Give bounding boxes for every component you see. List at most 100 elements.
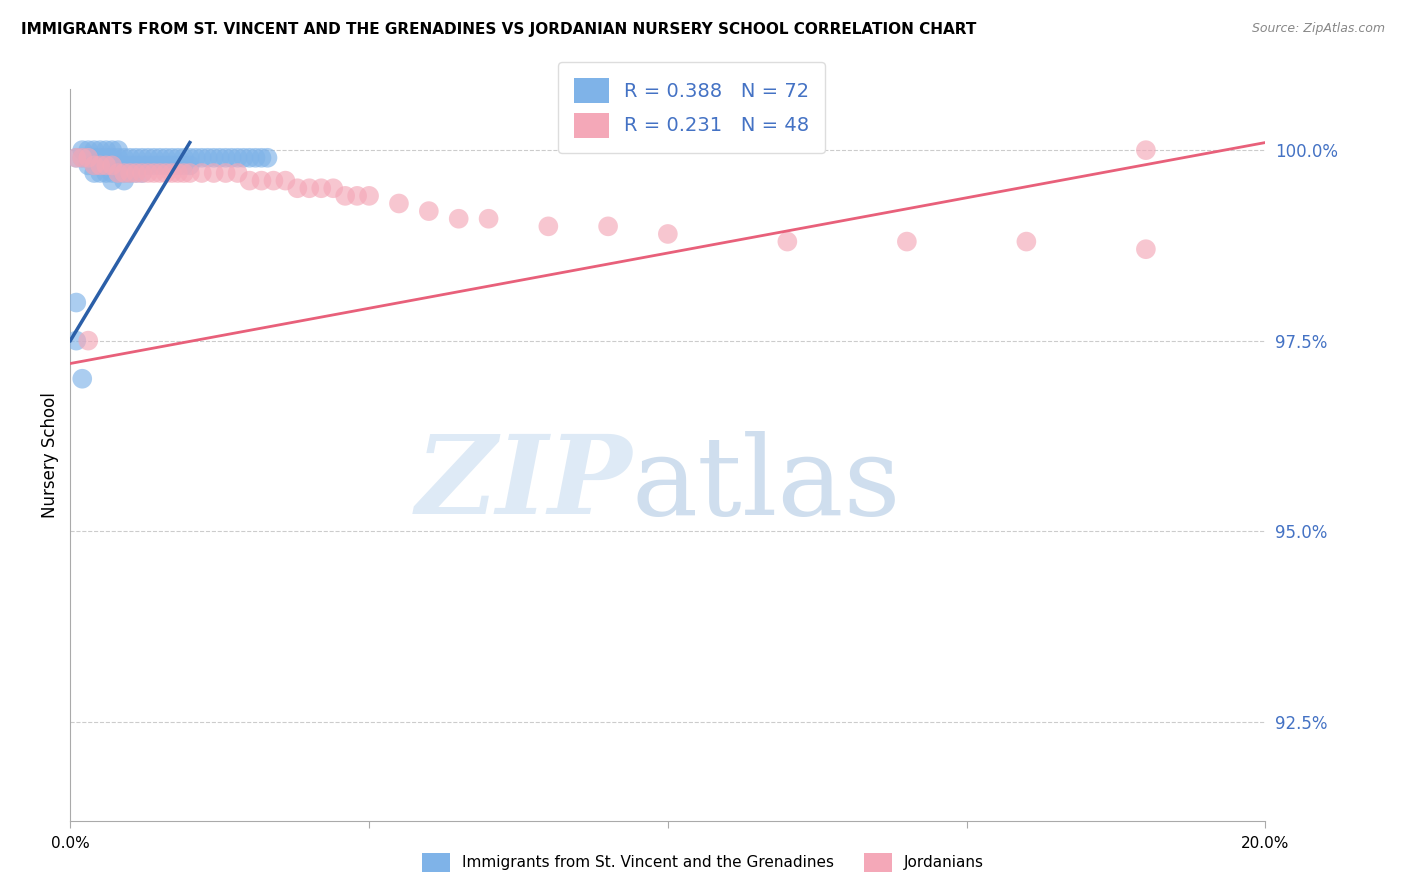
Point (125, 166, 148, 180)
Point (173, 166, 195, 180)
Point (70, 372, 93, 386)
Point (166, 166, 188, 180)
Point (1015, 235, 1038, 249)
Point (202, 151, 225, 165)
Point (359, 189, 381, 203)
Point (120, 151, 141, 165)
Point (65, 295, 87, 310)
Point (250, 174, 273, 188)
Point (83, 151, 105, 165)
Point (149, 166, 172, 180)
Point (298, 181, 321, 195)
Point (256, 151, 278, 165)
Point (101, 166, 124, 180)
Point (89, 143, 111, 157)
Point (214, 166, 236, 180)
Point (657, 227, 679, 241)
Point (101, 143, 124, 157)
Point (125, 158, 148, 172)
Point (1135, 242, 1157, 256)
Point (322, 181, 344, 195)
Point (335, 189, 357, 203)
Point (226, 166, 249, 180)
Point (136, 151, 159, 165)
Point (160, 151, 183, 165)
Point (131, 151, 153, 165)
Point (77, 334, 100, 348)
Text: atlas: atlas (633, 431, 901, 538)
Point (239, 174, 262, 188)
Point (232, 151, 254, 165)
Point (65, 151, 87, 165)
Point (101, 158, 124, 172)
Point (83, 158, 105, 172)
Point (96, 166, 118, 180)
Point (83, 143, 105, 157)
Text: 0.0%: 0.0% (51, 836, 90, 851)
Point (166, 151, 188, 165)
Point (143, 151, 166, 165)
Point (77, 151, 100, 165)
Point (112, 174, 135, 188)
Point (77, 158, 100, 172)
Point (250, 151, 273, 165)
Point (77, 143, 100, 157)
Point (107, 143, 129, 157)
Point (191, 151, 214, 165)
Point (131, 166, 153, 180)
Point (388, 196, 411, 211)
Point (311, 181, 333, 195)
Point (173, 151, 195, 165)
Text: 20.0%: 20.0% (1241, 836, 1289, 851)
Point (143, 158, 166, 172)
Point (89, 151, 111, 165)
Point (776, 235, 799, 249)
Point (896, 235, 918, 249)
Point (136, 166, 159, 180)
Point (112, 158, 135, 172)
Point (89, 158, 111, 172)
Point (221, 151, 243, 165)
Text: IMMIGRANTS FROM ST. VINCENT AND THE GRENADINES VS JORDANIAN NURSERY SCHOOL CORRE: IMMIGRANTS FROM ST. VINCENT AND THE GREN… (21, 22, 976, 37)
Point (107, 158, 129, 172)
Point (155, 166, 177, 180)
Point (107, 151, 129, 165)
Point (274, 174, 297, 188)
Point (77, 151, 100, 165)
Point (70, 151, 93, 165)
Text: Source: ZipAtlas.com: Source: ZipAtlas.com (1251, 22, 1385, 36)
Point (83, 158, 105, 172)
Point (120, 158, 141, 172)
Point (287, 181, 309, 195)
Point (155, 158, 177, 172)
Point (131, 166, 153, 180)
Point (96, 151, 118, 165)
Point (478, 211, 501, 226)
Point (143, 166, 166, 180)
Point (208, 151, 231, 165)
Point (112, 151, 135, 165)
Point (112, 166, 135, 180)
Point (245, 151, 267, 165)
Point (346, 189, 368, 203)
Point (107, 166, 129, 180)
Point (101, 151, 124, 165)
Point (149, 158, 172, 172)
Point (418, 204, 440, 219)
Point (179, 151, 201, 165)
Point (107, 166, 129, 180)
Point (191, 166, 214, 180)
Y-axis label: Nursery School: Nursery School (41, 392, 59, 518)
Point (101, 174, 124, 188)
Point (120, 166, 141, 180)
Point (226, 151, 249, 165)
Point (537, 219, 560, 234)
Point (179, 166, 201, 180)
Point (89, 166, 111, 180)
Point (89, 158, 111, 172)
Point (70, 151, 93, 165)
Point (96, 158, 118, 172)
Point (65, 334, 87, 348)
Point (598, 219, 620, 234)
Point (112, 166, 135, 180)
